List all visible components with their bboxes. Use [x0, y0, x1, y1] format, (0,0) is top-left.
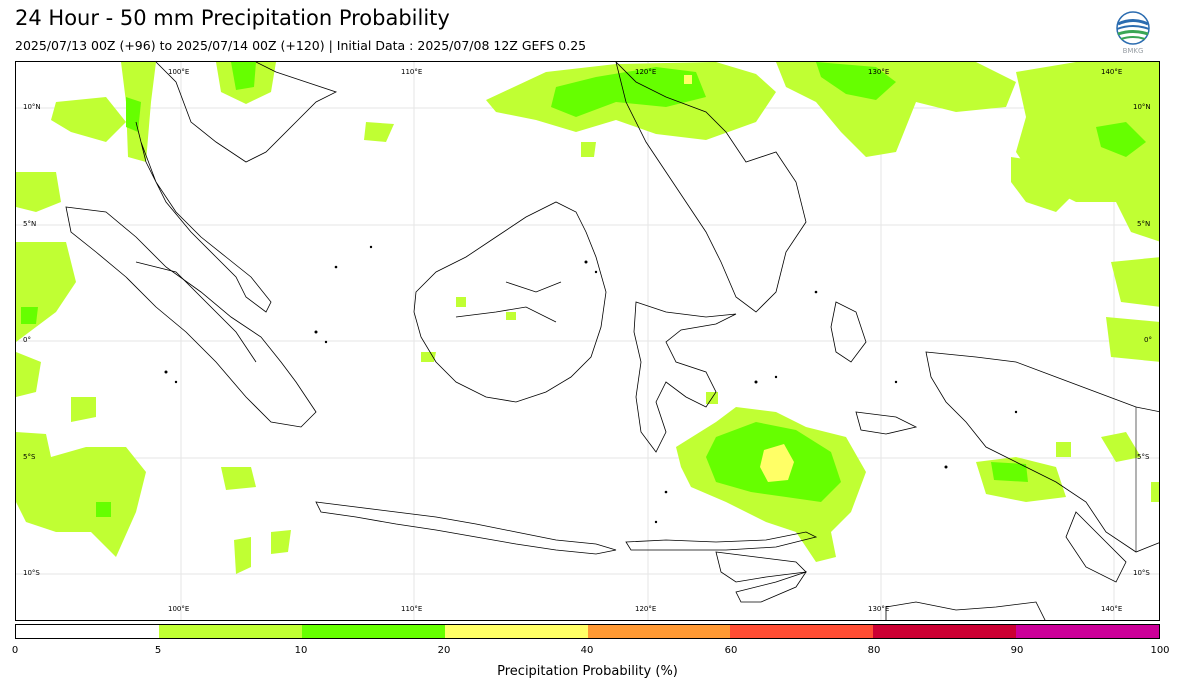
colorbar-tick: 90	[1010, 645, 1024, 656]
colorbar-tick: 100	[1150, 645, 1170, 656]
lat-label-left: 0°	[23, 336, 31, 344]
colorbar-segment-4	[587, 625, 731, 638]
colorbar-segment-2	[301, 625, 445, 638]
colorbar-tick: 40	[580, 645, 594, 656]
lon-label-top: 110°E	[401, 68, 423, 76]
colorbar-tick: 20	[437, 645, 451, 656]
colorbar-segment-6	[873, 625, 1017, 638]
lon-label-bottom: 140°E	[1101, 605, 1123, 613]
coastlines	[65, 62, 1159, 620]
lon-label-bottom: 120°E	[635, 605, 657, 613]
lat-label-right: 5°N	[1137, 220, 1151, 228]
lon-label-top: 100°E	[168, 68, 190, 76]
colorbar-label: Precipitation Probability (%)	[497, 664, 678, 679]
lat-label-left: 10°S	[23, 569, 40, 577]
colorbar-tick: 5	[154, 645, 162, 656]
lon-label-bottom: 100°E	[168, 605, 190, 613]
probability-5-10-areas	[16, 62, 1159, 574]
colorbar-tick: 80	[867, 645, 881, 656]
colorbar-tick: 60	[724, 645, 738, 656]
colorbar-segment-0	[16, 625, 159, 638]
colorbar-tick: 10	[294, 645, 308, 656]
lon-label-top: 140°E	[1101, 68, 1123, 76]
lon-label-top: 120°E	[635, 68, 657, 76]
probability-20-40-areas	[684, 75, 794, 482]
bmkg-logo-icon: BMKG	[1114, 11, 1152, 55]
small-islands	[164, 245, 1018, 524]
lat-label-right: 5°S	[1137, 453, 1150, 461]
lon-label-bottom: 130°E	[868, 605, 890, 613]
lat-label-right: 10°N	[1133, 103, 1151, 111]
svg-text:BMKG: BMKG	[1123, 47, 1144, 55]
lat-label-right: 10°S	[1133, 569, 1150, 577]
colorbar-tick: 0	[11, 645, 19, 656]
lat-label-left: 10°N	[23, 103, 41, 111]
colorbar-segment-7	[1016, 625, 1159, 638]
precipitation-map: 100°E 110°E 120°E 130°E 140°E 100°E 110°…	[15, 61, 1160, 621]
lat-label-right: 0°	[1144, 336, 1152, 344]
colorbar-segment-3	[444, 625, 588, 638]
colorbar-segment-1	[158, 625, 302, 638]
colorbar	[15, 624, 1160, 639]
colorbar-segment-5	[730, 625, 874, 638]
map-title: 24 Hour - 50 mm Precipitation Probabilit…	[15, 6, 450, 30]
map-canvas	[16, 62, 1159, 620]
probability-10-20-areas	[21, 62, 1146, 517]
lon-label-bottom: 110°E	[401, 605, 423, 613]
map-subtitle: 2025/07/13 00Z (+96) to 2025/07/14 00Z (…	[15, 38, 587, 53]
lat-label-left: 5°N	[23, 220, 37, 228]
lon-label-top: 130°E	[868, 68, 890, 76]
lat-label-left: 5°S	[23, 453, 36, 461]
